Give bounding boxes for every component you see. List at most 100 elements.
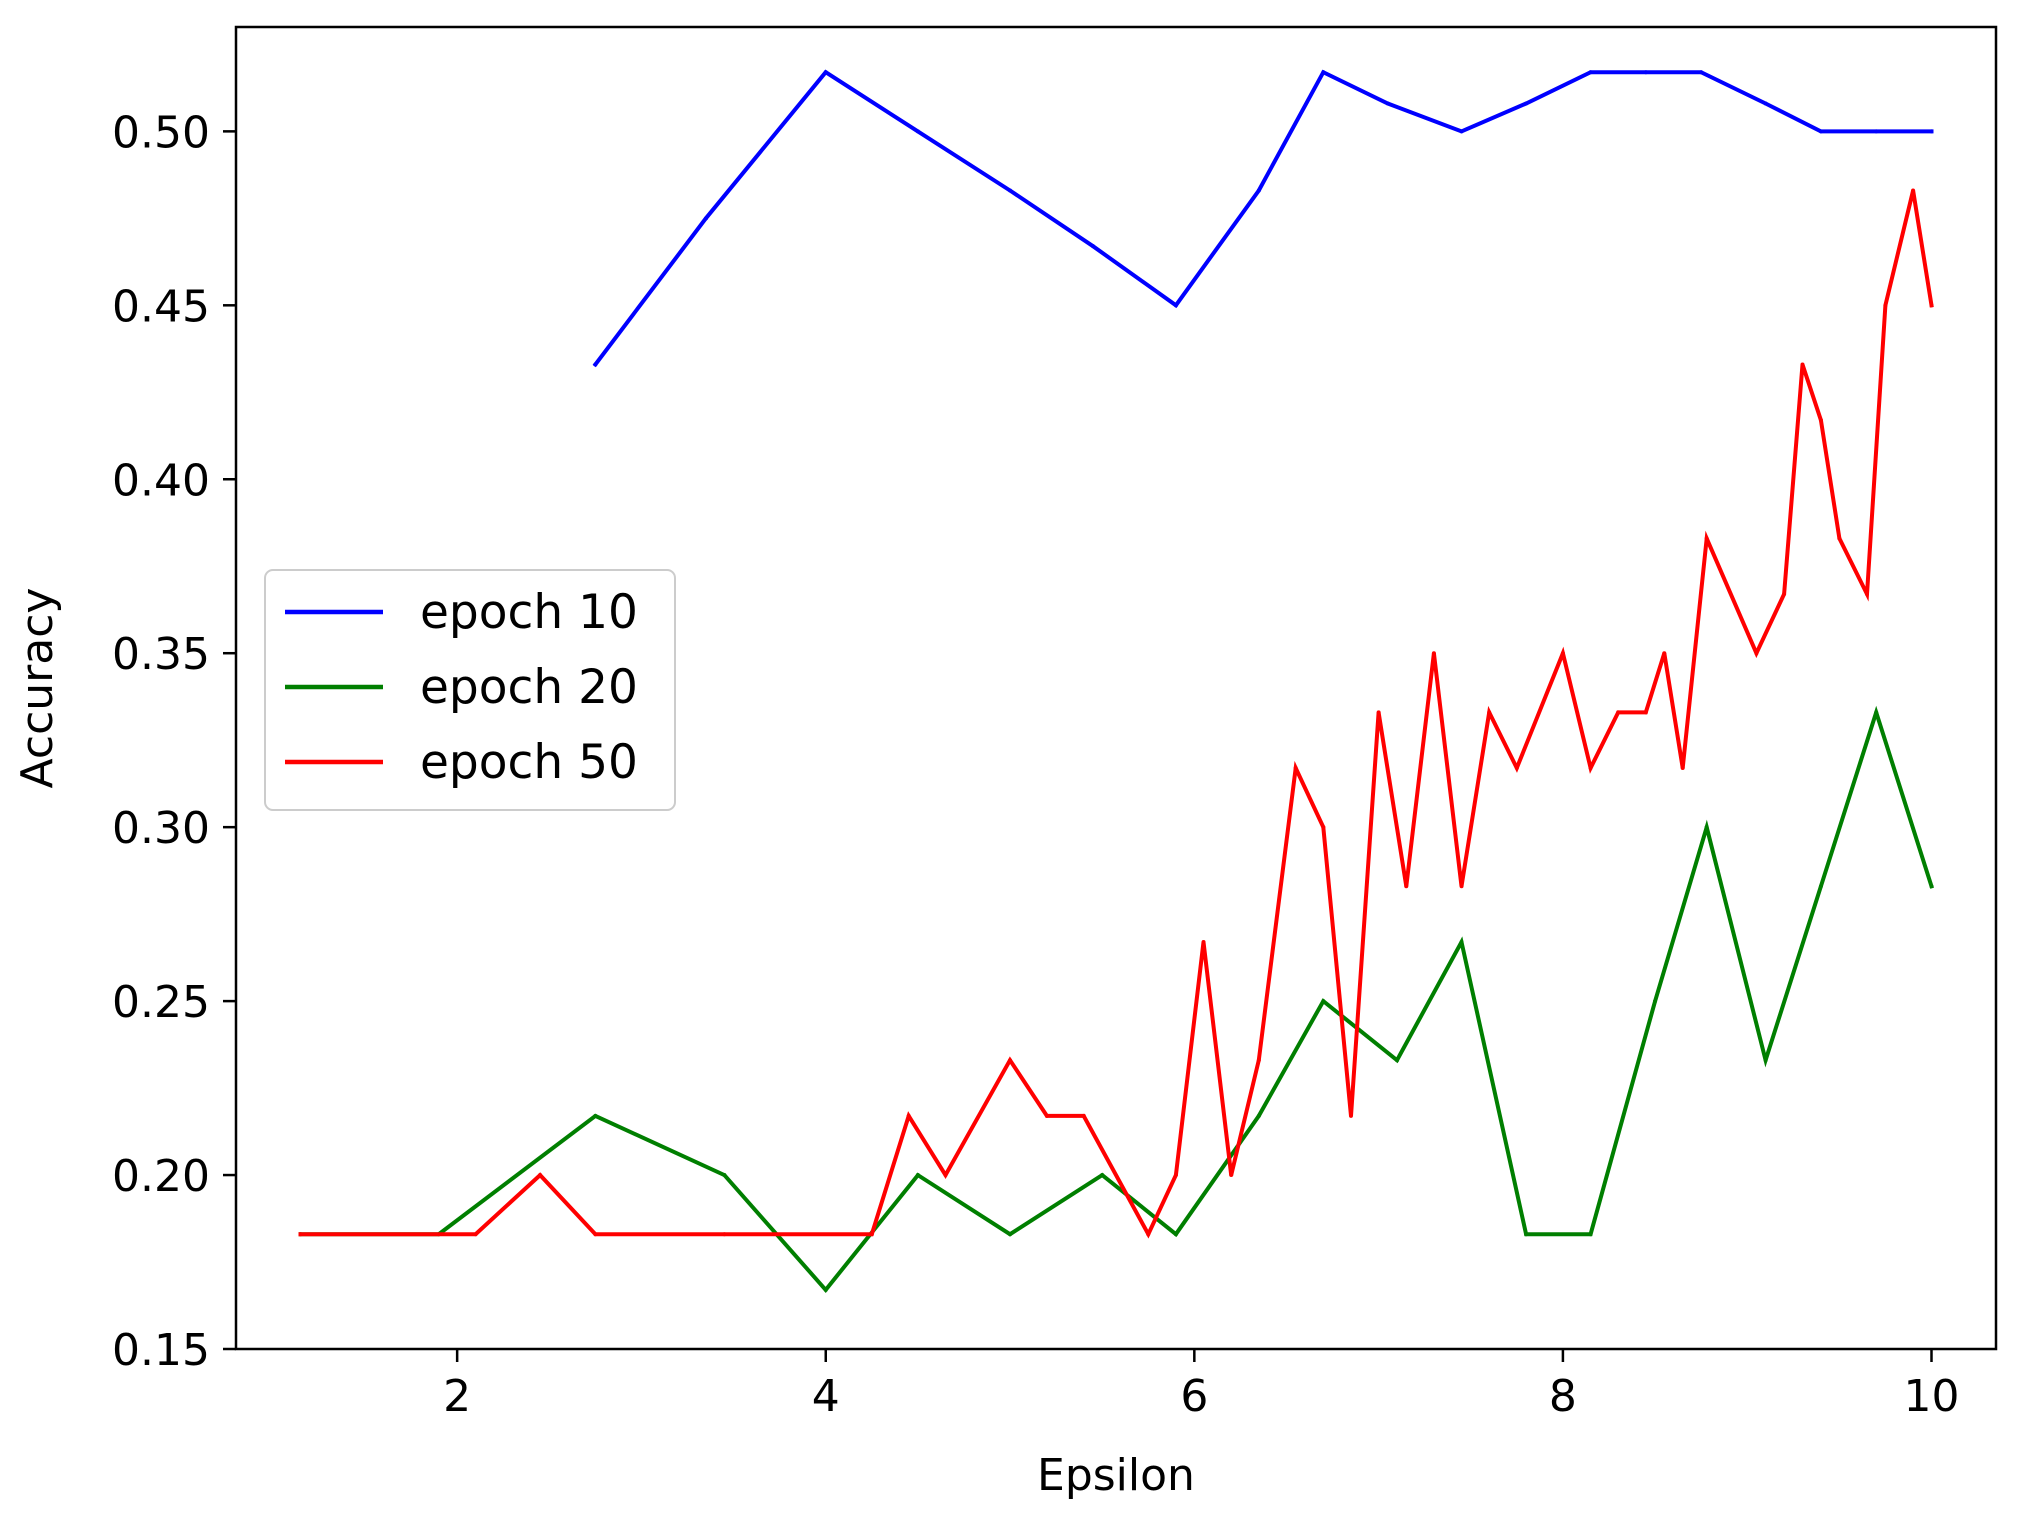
data-point-epoch-20 [915,1173,920,1178]
data-point-epoch-10 [1524,101,1529,106]
data-point-epoch-20 [1874,710,1879,715]
data-point-epoch-10 [1321,70,1326,75]
data-point-epoch-20 [1173,1232,1178,1237]
data-point-epoch-50 [1044,1113,1049,1118]
y-tick-label: 0.20 [112,1151,210,1202]
data-point-epoch-50 [1146,1232,1151,1237]
axes-frame [234,25,1998,1351]
data-point-epoch-10 [915,129,920,134]
data-point-epoch-50 [1864,592,1869,597]
data-point-epoch-10 [1173,303,1178,308]
legend-label: epoch 50 [420,735,638,790]
data-point-epoch-50 [1616,710,1621,715]
data-point-epoch-50 [1680,766,1685,771]
y-tick-label: 0.40 [112,455,210,506]
data-point-epoch-50 [1514,766,1519,771]
data-point-epoch-20 [1256,1113,1261,1118]
data-point-epoch-50 [1348,1113,1353,1118]
data-point-epoch-50 [1662,651,1667,656]
data-point-epoch-20 [1763,1058,1768,1063]
data-point-epoch-10 [1929,129,1934,134]
data-point-epoch-10 [1763,101,1768,106]
legend-label: epoch 20 [420,660,638,715]
data-point-epoch-20 [1100,1173,1105,1178]
x-tick-label: 10 [1903,1371,1959,1422]
data-point-epoch-20 [1929,884,1934,889]
x-tick-label: 6 [1180,1371,1208,1422]
data-point-epoch-50 [1431,651,1436,656]
y-tick-label: 0.35 [112,629,210,680]
data-point-epoch-50 [722,1232,727,1237]
data-point-epoch-10 [1699,70,1704,75]
legend-label: epoch 10 [420,585,638,640]
y-axis: 0.15 0.20 0.25 0.30 0.35 0.40 0.45 0.50 [112,107,236,1376]
data-point-epoch-20 [1321,999,1326,1004]
data-point-epoch-50 [1321,825,1326,830]
data-point-epoch-50 [1008,1058,1013,1063]
data-point-epoch-50 [1883,303,1888,308]
data-point-epoch-10 [1256,188,1261,193]
data-point-epoch-50 [1560,651,1565,656]
y-axis-title: Accuracy [12,588,63,789]
data-point-epoch-50 [1201,939,1206,944]
data-point-epoch-10 [593,362,598,367]
plot-area [234,25,1998,1351]
data-point-epoch-10 [1643,70,1648,75]
x-axis-title: Epsilon [1037,1450,1195,1501]
data-point-epoch-10 [1090,244,1095,249]
y-tick-label: 0.45 [112,281,210,332]
data-point-epoch-50 [1404,884,1409,889]
data-point-epoch-20 [1395,1058,1400,1063]
data-point-epoch-50 [1487,710,1492,715]
data-point-epoch-10 [1588,70,1593,75]
data-point-epoch-20 [593,1113,598,1118]
x-axis: 2 4 6 8 10 [443,1349,1959,1422]
y-tick-label: 0.30 [112,803,210,854]
data-point-epoch-10 [1008,188,1013,193]
data-point-epoch-20 [1459,939,1464,944]
data-point-epoch-50 [1643,710,1648,715]
data-point-epoch-10 [703,216,708,221]
data-point-epoch-20 [1704,825,1709,830]
data-point-epoch-50 [1837,536,1842,541]
data-point-epoch-50 [1704,536,1709,541]
y-tick-label: 0.25 [112,977,210,1028]
data-point-epoch-50 [593,1232,598,1237]
y-tick-label: 0.15 [112,1325,210,1376]
data-point-epoch-50 [906,1113,911,1118]
x-tick-label: 8 [1549,1371,1577,1422]
series-layer [298,69,1935,1294]
data-point-epoch-50 [1459,884,1464,889]
x-tick-label: 2 [443,1371,471,1422]
y-tick-label: 0.50 [112,107,210,158]
data-point-epoch-20 [1524,1232,1529,1237]
data-point-epoch-50 [1173,1173,1178,1178]
data-point-epoch-20 [1818,884,1823,889]
data-point-epoch-50 [1256,1058,1261,1063]
data-point-epoch-10 [1874,129,1879,134]
legend-box [264,569,676,811]
data-point-epoch-10 [1459,129,1464,134]
legend: epoch 10 epoch 20 epoch 50 [264,569,676,811]
data-point-epoch-50 [943,1173,948,1178]
data-point-epoch-50 [1229,1173,1234,1178]
data-point-epoch-50 [298,1232,303,1237]
data-point-epoch-50 [538,1173,543,1178]
data-point-epoch-50 [473,1232,478,1237]
data-point-epoch-10 [823,70,828,75]
data-point-epoch-10 [1385,101,1390,106]
data-point-epoch-50 [1929,303,1934,308]
data-point-epoch-20 [1008,1232,1013,1237]
data-point-epoch-50 [1588,766,1593,771]
data-point-epoch-50 [1754,651,1759,656]
data-point-epoch-50 [869,1232,874,1237]
x-tick-label: 4 [812,1371,840,1422]
data-point-epoch-50 [1782,592,1787,597]
data-point-epoch-20 [1653,999,1658,1004]
data-point-epoch-50 [1081,1113,1086,1118]
data-point-epoch-20 [1588,1232,1593,1237]
data-point-epoch-20 [823,1287,828,1292]
data-point-epoch-10 [1818,129,1823,134]
data-point-epoch-50 [1800,362,1805,367]
